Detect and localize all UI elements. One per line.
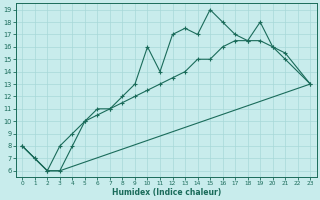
X-axis label: Humidex (Indice chaleur): Humidex (Indice chaleur) (112, 188, 221, 197)
